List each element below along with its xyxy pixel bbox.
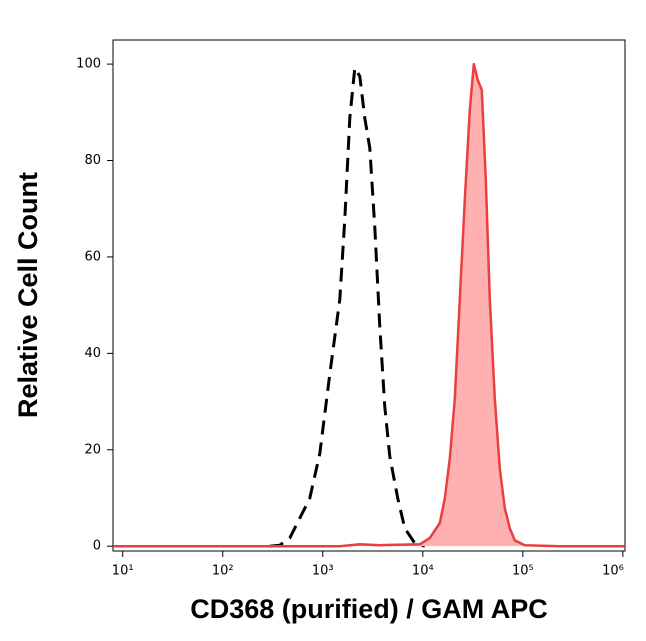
- x-tick-label: 10³: [312, 564, 334, 579]
- y-tick-label: 0: [93, 539, 101, 554]
- x-tick-label: 10⁶: [602, 564, 624, 579]
- y-tick-label: 80: [84, 153, 101, 168]
- x-axis-title: CD368 (purified) / GAM APC: [190, 594, 548, 624]
- x-tick-label: 10⁴: [412, 564, 434, 579]
- x-tick-label: 10²: [212, 564, 234, 579]
- histogram-line: [269, 63, 426, 548]
- x-tick-label: 10¹: [112, 564, 134, 579]
- y-axis-title: Relative Cell Count: [13, 172, 43, 418]
- plot-frame: [112, 39, 626, 552]
- y-tick-label: 60: [84, 249, 101, 264]
- histogram-area: [113, 64, 625, 547]
- y-tick-label: 100: [76, 57, 101, 72]
- x-tick-label: 10⁵: [512, 564, 534, 579]
- y-tick-label: 20: [84, 442, 101, 457]
- histogram-line: [113, 62, 625, 548]
- y-tick-label: 40: [84, 346, 101, 361]
